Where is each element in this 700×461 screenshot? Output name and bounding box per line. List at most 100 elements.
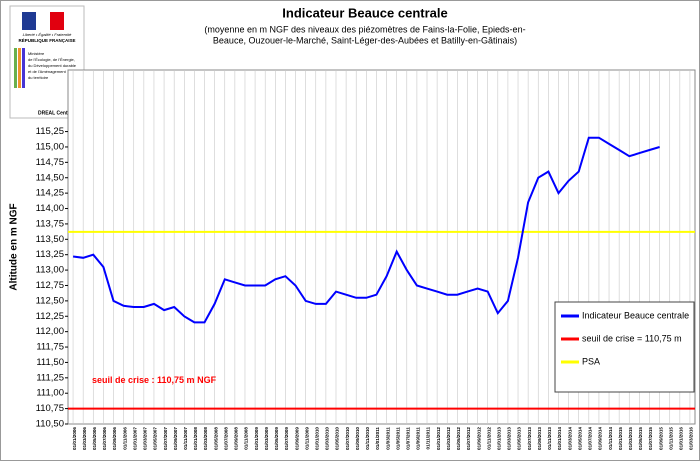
chart-title: Indicateur Beauce centrale (282, 5, 447, 20)
x-tick-label: 01/09/2006 (112, 427, 117, 450)
x-tick-label: 01/01/2007 (132, 427, 137, 450)
x-tick-label: 01/07/2011 (406, 427, 411, 450)
logo-dreal: DREAL Centre (38, 110, 73, 116)
y-tick-label: 113,50 (36, 234, 64, 245)
data-line (72, 136, 660, 324)
x-tick-label: 01/07/2006 (102, 427, 107, 450)
x-tick-label: 01/09/2014 (598, 427, 603, 450)
x-tick-label: 01/03/2012 (446, 427, 451, 450)
logo-ministry: du territoire (28, 75, 49, 80)
x-tick-label: 01/05/2013 (517, 427, 522, 450)
y-tick-label: 114,50 (36, 172, 64, 183)
y-tick-label: 111,50 (36, 357, 64, 368)
x-tick-label: 01/09/2009 (294, 427, 299, 450)
x-tick-label: 01/01/2012 (436, 427, 441, 450)
x-tick-label: 01/09/2015 (658, 427, 663, 450)
x-tick-label: 01/05/2006 (92, 427, 97, 450)
logo-stripe (22, 48, 25, 88)
x-tick-label: 01/09/2012 (476, 427, 481, 450)
y-tick-label: 112,25 (36, 311, 64, 322)
x-tick-label: 01/03/2013 (507, 427, 512, 450)
x-tick-label: 01/05/2012 (456, 427, 461, 450)
x-tick-label: 01/03/2010 (325, 427, 330, 450)
x-tick-label: 01/07/2010 (345, 427, 350, 450)
x-tick-label: 01/07/2009 (284, 427, 289, 450)
logo-republic: RÉPUBLIQUE FRANÇAISE (18, 36, 75, 43)
x-tick-label: 01/03/2008 (203, 427, 208, 450)
y-tick-label: 112,00 (36, 326, 64, 337)
x-tick-label: 01/11/2010 (365, 427, 370, 450)
x-tick-label: 01/07/2015 (648, 427, 653, 450)
x-tick-label: 01/09/2008 (234, 427, 239, 450)
y-tick-label: 113,25 (36, 249, 64, 260)
x-tick-label: 01/09/2013 (537, 427, 542, 450)
x-tick-label: 01/01/2010 (314, 427, 319, 450)
y-tick-label: 114,25 (36, 188, 64, 199)
y-tick-label: 111,75 (36, 342, 64, 353)
x-tick-label: 01/01/2006 (72, 427, 77, 450)
logo-stripe (14, 48, 17, 88)
x-tick-label: 01/11/2009 (304, 427, 309, 450)
x-tick-label: 01/01/2011 (375, 427, 380, 450)
x-tick-label: 01/11/2007 (183, 427, 188, 450)
x-tick-label: 01/11/2008 (244, 427, 249, 450)
logo-ministry: Ministère (28, 51, 45, 56)
y-tick-label: 110,50 (36, 419, 64, 430)
subtitle: (moyenne en m NGF des niveaux des piézom… (204, 24, 525, 34)
x-tick-label: 01/03/2015 (628, 427, 633, 450)
x-tick-label: 01/07/2013 (527, 427, 532, 450)
x-tick-label: 01/11/2011 (426, 427, 431, 450)
x-tick-label: 01/03/2009 (264, 427, 269, 450)
x-tick-label: 01/03/2011 (385, 427, 390, 450)
x-tick-label: 01/05/2007 (153, 427, 158, 450)
logo: Liberté • Égalité • Fraternité RÉPUBLIQU… (9, 5, 85, 119)
x-tick-label: 01/05/2011 (395, 427, 400, 450)
y-tick-label: 111,00 (36, 388, 64, 399)
x-tick-label: 01/01/2008 (193, 427, 198, 450)
y-tick-label: 114,00 (36, 203, 64, 214)
y-tick-label: 112,75 (36, 280, 64, 291)
logo-ministry: de l'Écologie, de l'Énergie, (28, 57, 75, 62)
y-axis-label: Altitude en m NGF (9, 203, 20, 290)
x-tick-label: 01/09/2007 (173, 427, 178, 450)
y-tick-label: 112,50 (36, 295, 64, 306)
y-tick-label: 115,25 (36, 126, 64, 137)
y-tick-label: 111,25 (36, 372, 64, 383)
legend-label: seuil de crise = 110,75 m (582, 333, 682, 343)
x-tick-label: 01/03/2014 (567, 427, 572, 450)
x-tick-label: 01/09/2010 (355, 427, 360, 450)
flag-red (50, 12, 64, 30)
x-tick-label: 01/11/2014 (608, 427, 613, 450)
x-tick-label: 01/05/2008 (213, 427, 218, 450)
logo-ministry: et de l'Aménagement (28, 69, 67, 74)
x-tick-label: 01/01/2016 (679, 427, 684, 450)
x-tick-label: 01/05/2010 (335, 427, 340, 450)
x-tick-label: 01/07/2014 (588, 427, 593, 450)
x-tick-label: 01/11/2015 (668, 427, 673, 450)
x-tick-label: 01/05/2014 (577, 427, 582, 450)
x-tick-label: 01/01/2014 (557, 427, 562, 450)
logo-ministry: du Développement durable (28, 63, 77, 68)
x-tick-label: 01/11/2006 (122, 427, 127, 450)
x-tick-label: 01/03/2016 (689, 427, 694, 450)
y-tick-label: 114,75 (36, 157, 64, 168)
subtitle: Beauce, Ouzouer-le-Marché, Saint-Léger-d… (213, 35, 517, 45)
y-tick-label: 113,00 (36, 265, 64, 276)
x-tick-label: 01/01/2015 (618, 427, 623, 450)
flag-blue (22, 12, 36, 30)
x-tick-label: 01/03/2006 (82, 427, 87, 450)
x-tick-label: 01/03/2007 (143, 427, 148, 450)
x-tick-label: 01/05/2009 (274, 427, 279, 450)
legend-label: Indicateur Beauce centrale (582, 310, 689, 320)
x-tick-label: 01/11/2012 (486, 427, 491, 450)
legend: Indicateur Beauce centrale seuil de crise… (554, 301, 695, 393)
x-tick-label: 01/01/2009 (254, 427, 259, 450)
x-tick-label: 01/05/2015 (638, 427, 643, 450)
x-tick-label: 01/07/2012 (466, 427, 471, 450)
x-tick-label: 01/01/2013 (497, 427, 502, 450)
x-tick-label: 01/09/2011 (416, 427, 421, 450)
legend-label: PSA (582, 356, 600, 366)
y-tick-label: 113,75 (36, 218, 64, 229)
y-tick-label: 110,75 (36, 403, 64, 414)
